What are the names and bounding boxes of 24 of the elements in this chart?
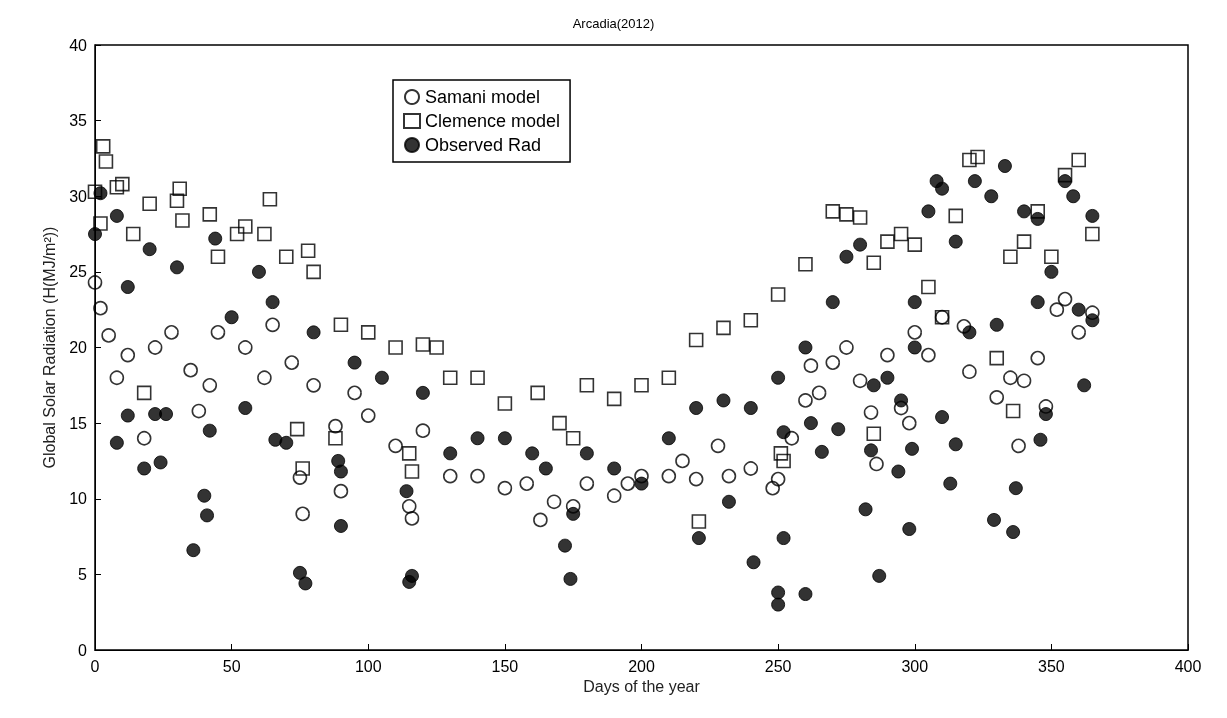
y-tick-label: 0 (78, 641, 88, 659)
x-tick-label: 0 (90, 657, 100, 675)
y-tick-label: 5 (78, 565, 88, 583)
y-tick-label: 10 (69, 490, 88, 508)
x-axis-title: Days of the year (583, 678, 701, 696)
y-tick-label: 15 (69, 414, 88, 432)
y-tick-label: 30 (69, 187, 88, 205)
x-tick-label: 50 (222, 657, 241, 675)
y-axis-title: Global Solar Radiation (H(MJ/m²)) (40, 226, 58, 469)
legend-label: Clemence model (425, 111, 561, 131)
x-tick-label: 250 (764, 657, 792, 675)
y-tick-label: 25 (69, 263, 88, 281)
x-tick-label: 100 (354, 657, 382, 675)
x-tick-label: 150 (491, 657, 519, 675)
y-tick-label: 20 (69, 339, 88, 356)
x-tick-label: 350 (1038, 657, 1065, 675)
chart-title: Arcadia(2012) (572, 16, 655, 31)
legend-label: Samani model (425, 87, 541, 107)
x-tick-label: 300 (901, 657, 929, 675)
legend-label: Observed Rad (425, 135, 542, 155)
x-tick-label: 200 (628, 657, 655, 675)
x-tick-label: 400 (1174, 657, 1202, 675)
y-tick-label: 35 (69, 112, 88, 130)
y-tick-label: 40 (69, 36, 88, 54)
